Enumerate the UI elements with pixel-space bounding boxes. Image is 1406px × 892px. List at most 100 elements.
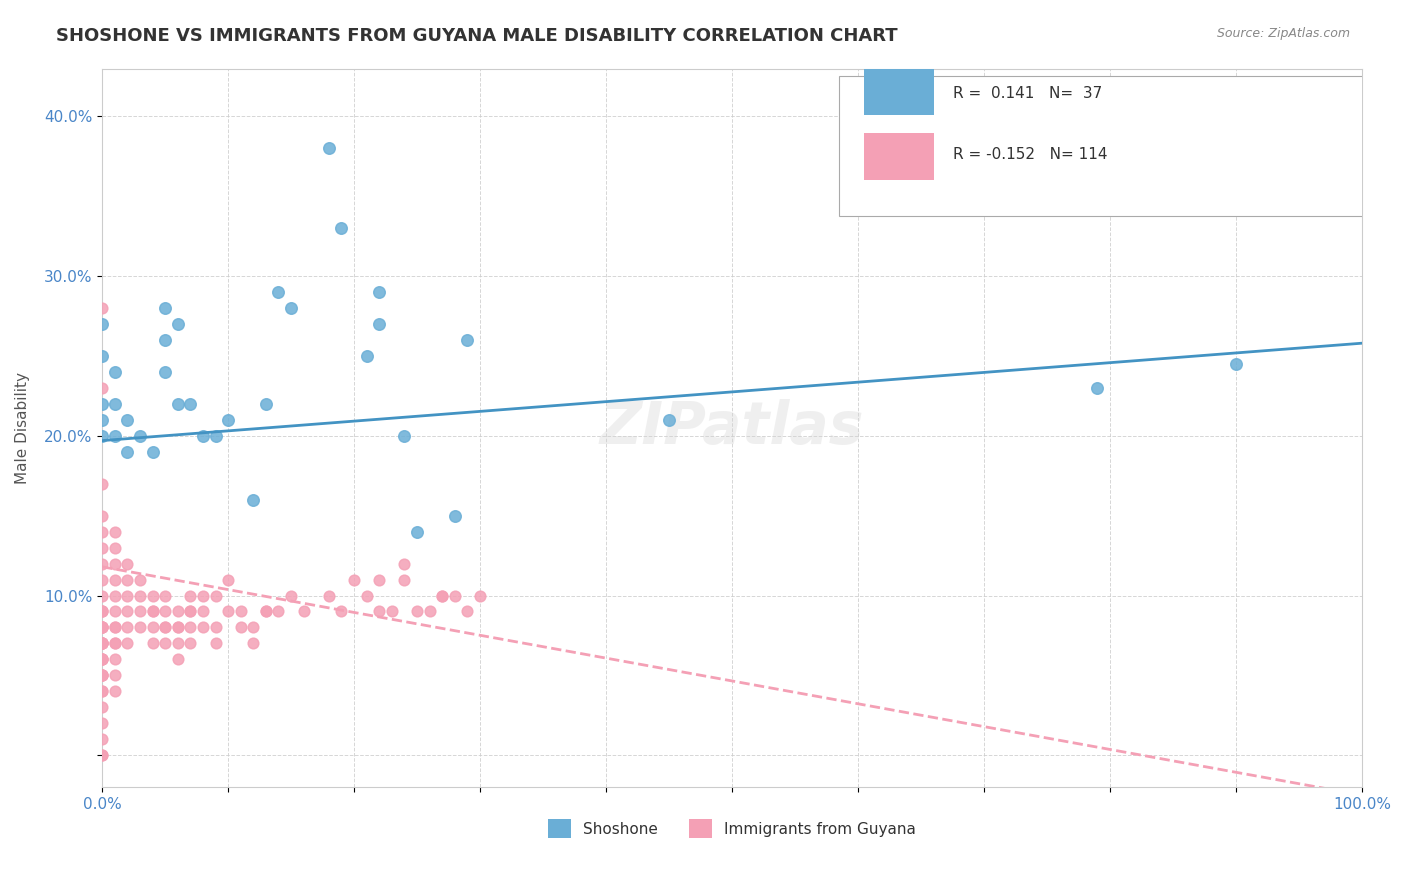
Point <box>117 620 139 634</box>
Point <box>229 605 252 619</box>
Point <box>91 748 114 763</box>
Point <box>91 620 114 634</box>
Point <box>91 381 114 395</box>
Point <box>91 508 114 523</box>
Point <box>91 349 114 363</box>
Point <box>104 365 127 379</box>
Text: R = -0.152   N= 114: R = -0.152 N= 114 <box>952 147 1107 162</box>
Point <box>91 684 114 698</box>
Point <box>129 573 152 587</box>
Point <box>356 349 378 363</box>
Point <box>242 492 264 507</box>
Point <box>104 620 127 634</box>
Point <box>91 317 114 331</box>
Point <box>153 620 176 634</box>
Point <box>456 605 478 619</box>
Point <box>129 620 152 634</box>
Point <box>217 413 239 427</box>
Point <box>153 636 176 650</box>
Point <box>191 605 214 619</box>
Point <box>91 541 114 555</box>
Point <box>104 589 127 603</box>
Point <box>104 524 127 539</box>
Point <box>117 605 139 619</box>
Point <box>104 605 127 619</box>
Point <box>91 684 114 698</box>
Point <box>91 397 114 411</box>
Point <box>141 605 163 619</box>
Point <box>456 333 478 347</box>
Point <box>117 413 139 427</box>
Point <box>368 573 391 587</box>
Point <box>217 573 239 587</box>
Point <box>368 285 391 299</box>
Point <box>204 429 226 443</box>
Point <box>242 636 264 650</box>
Point <box>217 605 239 619</box>
Point <box>153 589 176 603</box>
Point <box>141 605 163 619</box>
Point <box>91 652 114 666</box>
Point <box>406 605 429 619</box>
Point <box>91 605 114 619</box>
Point <box>141 620 163 634</box>
Point <box>117 444 139 458</box>
Point <box>104 397 127 411</box>
Point <box>104 557 127 571</box>
Point <box>91 524 114 539</box>
Point <box>91 605 114 619</box>
Point <box>1087 381 1109 395</box>
Point <box>267 605 290 619</box>
Point <box>91 429 114 443</box>
Point <box>91 589 114 603</box>
Point <box>129 589 152 603</box>
Point <box>91 620 114 634</box>
Point <box>1225 357 1247 371</box>
Point <box>153 605 176 619</box>
Point <box>91 636 114 650</box>
Point <box>444 508 467 523</box>
Point <box>658 413 681 427</box>
Point <box>204 589 226 603</box>
Point <box>343 573 366 587</box>
Point <box>368 605 391 619</box>
Point <box>91 652 114 666</box>
Point <box>91 636 114 650</box>
Point <box>141 444 163 458</box>
Point <box>141 589 163 603</box>
Point <box>179 620 201 634</box>
Point <box>91 668 114 682</box>
Point <box>91 732 114 747</box>
Point <box>204 636 226 650</box>
Point <box>406 524 429 539</box>
Point <box>191 620 214 634</box>
Point <box>468 589 491 603</box>
Point <box>368 317 391 331</box>
Point <box>254 397 277 411</box>
Text: ZIPatlas: ZIPatlas <box>600 400 865 457</box>
Point <box>419 605 441 619</box>
Point <box>394 557 416 571</box>
Point <box>166 636 188 650</box>
Point <box>280 301 302 315</box>
Point <box>104 668 127 682</box>
Point <box>91 668 114 682</box>
Point <box>104 573 127 587</box>
Point <box>117 557 139 571</box>
Point <box>104 652 127 666</box>
Point <box>117 636 139 650</box>
Point <box>104 636 127 650</box>
Point <box>91 573 114 587</box>
FancyBboxPatch shape <box>865 69 934 115</box>
Point <box>91 620 114 634</box>
Point <box>104 541 127 555</box>
Point <box>104 620 127 634</box>
Point <box>166 652 188 666</box>
Point <box>432 589 454 603</box>
Point <box>444 589 467 603</box>
Point <box>179 397 201 411</box>
Point <box>91 636 114 650</box>
Point <box>280 589 302 603</box>
Point <box>91 476 114 491</box>
Point <box>117 589 139 603</box>
